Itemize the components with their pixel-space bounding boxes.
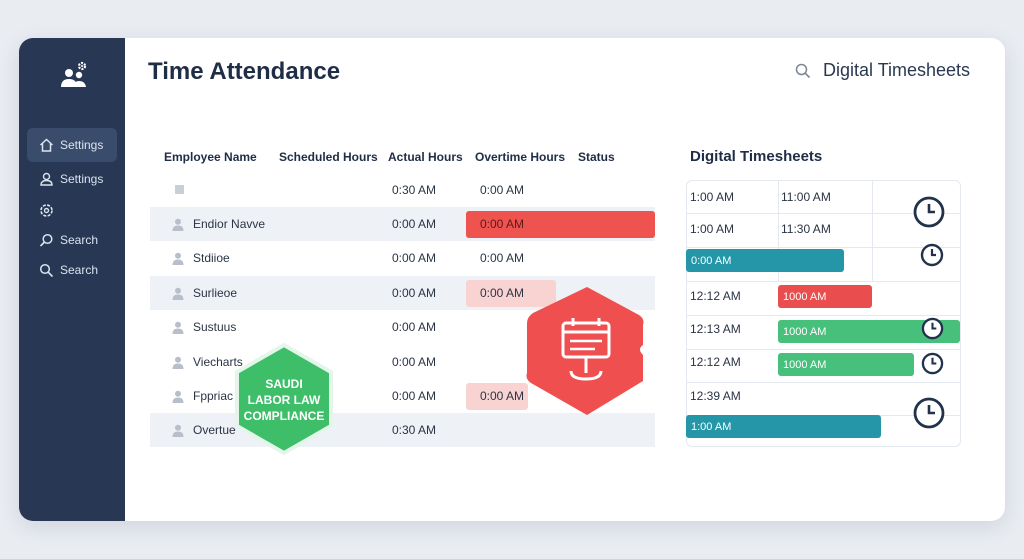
overtime-hours: 0:00 AM [480,183,525,197]
overtime-hours: 0:00 AM [480,389,525,403]
sidebar-item-search-2[interactable]: Search [27,253,117,287]
grid-divider [687,315,960,316]
actual-hours: 0:00 AM [392,217,437,231]
sidebar-item-search[interactable]: Search [27,223,117,257]
column-header-actual-hours: Actual Hours [388,150,463,164]
compliance-badge-text: SAUDI LABOR LAW COMPLIANCE [243,377,325,423]
overtime-hours: 0:00 AM [480,251,525,265]
time-cell: 12:39 AM [690,389,741,403]
actual-hours: 0:00 AM [392,389,437,403]
table-row[interactable]: Endior Navve 0:00 AM 0:00 AM [150,207,655,241]
employee-name: Endior Navve [193,217,266,231]
clock-icon [921,352,944,375]
timesheet-bar[interactable]: 0:00 AM [686,249,844,272]
timesheets-panel: 1:00 AM 11:00 AM 1:00 AM 11:30 AM 12:12 … [686,180,961,447]
search-icon [795,63,811,78]
timesheet-bar[interactable]: 1000 AM [778,353,914,376]
team-settings-icon [61,61,87,87]
employee-name: Stdiioe [193,251,230,265]
user-icon [172,390,184,403]
actual-hours: 0:00 AM [392,251,437,265]
sidebar-item-settings-2[interactable]: Settings [27,162,117,196]
app-window: Settings Settings Search [19,38,1005,521]
time-cell: 11:30 AM [781,222,831,236]
table-row[interactable]: Fppriac 0:00 AM 0:00 AM [150,379,655,413]
employee-name: Surlieoe [193,286,238,300]
sidebar-item-label: Settings [60,172,104,186]
hexagon-badge-shape [235,342,333,456]
user-icon [172,287,184,300]
actual-hours: 0:00 AM [392,286,437,300]
time-cell: 12:12 AM [690,355,741,369]
employee-name: Viecharts [193,355,243,369]
clock-icon [921,317,944,340]
user-icon [172,356,184,369]
user-icon [172,218,184,231]
grid-divider [687,382,960,383]
timesheet-bar[interactable]: 1:00 AM [686,415,881,438]
time-cell: 11:00 AM [781,190,831,204]
grid-divider [778,181,779,282]
timesheet-bar[interactable]: 1000 AM [778,285,872,308]
employee-name: Sustuus [193,320,237,334]
grid-divider [872,181,873,282]
user-icon [172,321,184,334]
home-icon [39,138,54,152]
clock-icon [920,243,944,267]
clock-icon [913,397,945,429]
column-header-overtime-hours: Overtime Hours [475,150,566,164]
search-icon [39,233,53,247]
sidebar-item-label: Settings [60,138,104,152]
actual-hours: 0:00 AM [392,320,437,334]
sidebar-item-label: Search [60,263,99,277]
calendar-document-icon [526,287,644,415]
time-cell: 12:12 AM [690,289,741,303]
timesheet-badge [525,285,649,419]
user-icon [172,252,184,265]
compliance-badge: SAUDI LABOR LAW COMPLIANCE [232,342,336,456]
checkbox-icon [175,185,184,194]
search-icon [39,263,54,278]
overtime-hours: 0:00 AM [480,217,525,231]
employee-name: Overtue [193,423,236,437]
overtime-hours: 0:00 AM [480,286,525,300]
header-search[interactable]: Digital Timesheets [795,60,970,81]
actual-hours: 0:30 AM [392,183,437,197]
sidebar-item-label: Search [60,233,99,247]
grid-divider [687,213,960,214]
table-row[interactable]: Sustuus 0:00 AM [150,310,655,344]
clock-icon [913,196,945,228]
table-row[interactable]: Overtue 0:30 AM [150,413,655,447]
user-icon [172,424,184,437]
sidebar-item-gear[interactable] [27,193,117,227]
employee-name: Fppriac [193,389,234,403]
column-header-scheduled-hours: Scheduled Hours [279,150,378,164]
header-search-label: Digital Timesheets [823,60,971,80]
overtime-status-bar [466,211,655,238]
user-icon [40,172,53,186]
table-row[interactable]: Stdiioe 0:00 AM 0:00 AM [150,241,655,275]
table-row[interactable]: Surlieoe 0:00 AM 0:00 AM [150,276,655,310]
timesheet-bar[interactable]: 1000 AM [778,320,960,343]
actual-hours: 0:00 AM [392,355,437,369]
overtime-status-bar [466,383,528,410]
sidebar-item-settings[interactable]: Settings [27,128,117,162]
grid-divider [687,349,960,350]
time-cell: 1:00 AM [690,222,735,236]
column-header-status: Status [578,150,615,164]
column-header-employee-name: Employee Name [164,150,257,164]
overtime-status-bar [466,280,556,307]
time-cell: 12:13 AM [690,322,741,336]
sidebar: Settings Settings Search [19,38,125,521]
time-cell: 1:00 AM [690,190,735,204]
actual-hours: 0:30 AM [392,423,437,437]
grid-divider [687,281,960,282]
table-row[interactable]: 0:30 AM 0:00 AM [150,173,655,207]
timesheets-title: Digital Timesheets [690,148,823,165]
page-title: Time Attendance [148,58,341,85]
grid-divider [687,247,960,248]
gear-icon [40,204,53,217]
table-row[interactable]: Viecharts 0:00 AM [150,345,655,379]
